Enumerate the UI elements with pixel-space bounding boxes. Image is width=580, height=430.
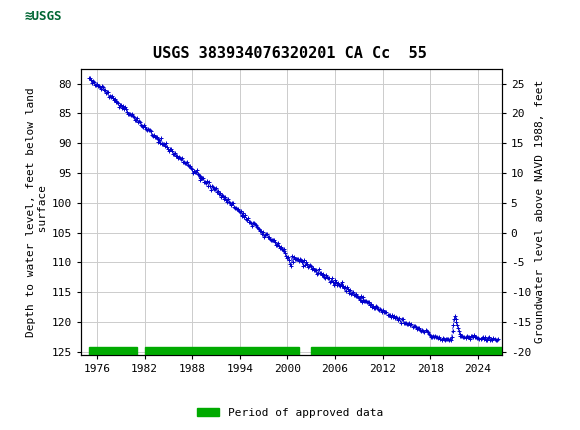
Text: ≋USGS: ≋USGS [25, 9, 62, 23]
Y-axis label: Groundwater level above NAVD 1988, feet: Groundwater level above NAVD 1988, feet [535, 80, 545, 344]
Bar [144, 347, 299, 355]
Legend: Period of approved data: Period of approved data [193, 403, 387, 422]
Bar [311, 347, 502, 355]
Y-axis label: Depth to water level, feet below land
 surface: Depth to water level, feet below land su… [26, 87, 48, 337]
FancyBboxPatch shape [6, 3, 81, 30]
Text: USGS 383934076320201 CA Cc  55: USGS 383934076320201 CA Cc 55 [153, 46, 427, 61]
Bar [89, 347, 137, 355]
